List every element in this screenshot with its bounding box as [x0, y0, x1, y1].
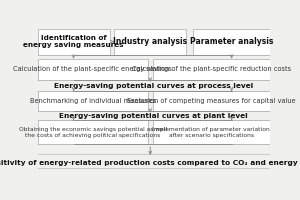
FancyBboxPatch shape: [153, 91, 270, 111]
Text: Sensitivity of energy-related production costs compared to CO₂ and energy prices: Sensitivity of energy-related production…: [0, 160, 300, 166]
Text: Industry analysis: Industry analysis: [113, 37, 187, 46]
Text: Energy-saving potential curves at plant level: Energy-saving potential curves at plant …: [59, 113, 248, 119]
Text: Energy-saving potential curves at process level: Energy-saving potential curves at proces…: [54, 83, 254, 89]
FancyBboxPatch shape: [38, 59, 148, 80]
FancyBboxPatch shape: [38, 91, 148, 111]
FancyBboxPatch shape: [38, 29, 110, 55]
Text: Identification of
energy saving measures: Identification of energy saving measures: [23, 35, 124, 48]
FancyBboxPatch shape: [153, 59, 270, 80]
FancyBboxPatch shape: [193, 29, 270, 55]
FancyBboxPatch shape: [38, 120, 148, 144]
Text: Exclusion of competing measures for capital value: Exclusion of competing measures for capi…: [127, 98, 296, 104]
Text: Benchmarking of individual measures: Benchmarking of individual measures: [30, 98, 156, 104]
FancyBboxPatch shape: [114, 29, 186, 55]
Text: Implementation of parameter variation
after scenario specifications: Implementation of parameter variation af…: [152, 127, 270, 138]
Text: Calculation of the plant-specific energy savings: Calculation of the plant-specific energy…: [13, 66, 172, 72]
Text: Parameter analysis: Parameter analysis: [190, 37, 273, 46]
Text: Obtaining the economic savings potential as well
the costs of achieving politica: Obtaining the economic savings potential…: [19, 127, 167, 138]
Text: Calculation of the plant-specific reduction costs: Calculation of the plant-specific reduct…: [132, 66, 291, 72]
FancyBboxPatch shape: [153, 120, 270, 144]
